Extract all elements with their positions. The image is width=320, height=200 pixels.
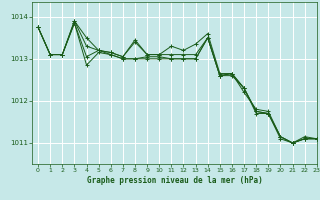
- X-axis label: Graphe pression niveau de la mer (hPa): Graphe pression niveau de la mer (hPa): [86, 176, 262, 185]
